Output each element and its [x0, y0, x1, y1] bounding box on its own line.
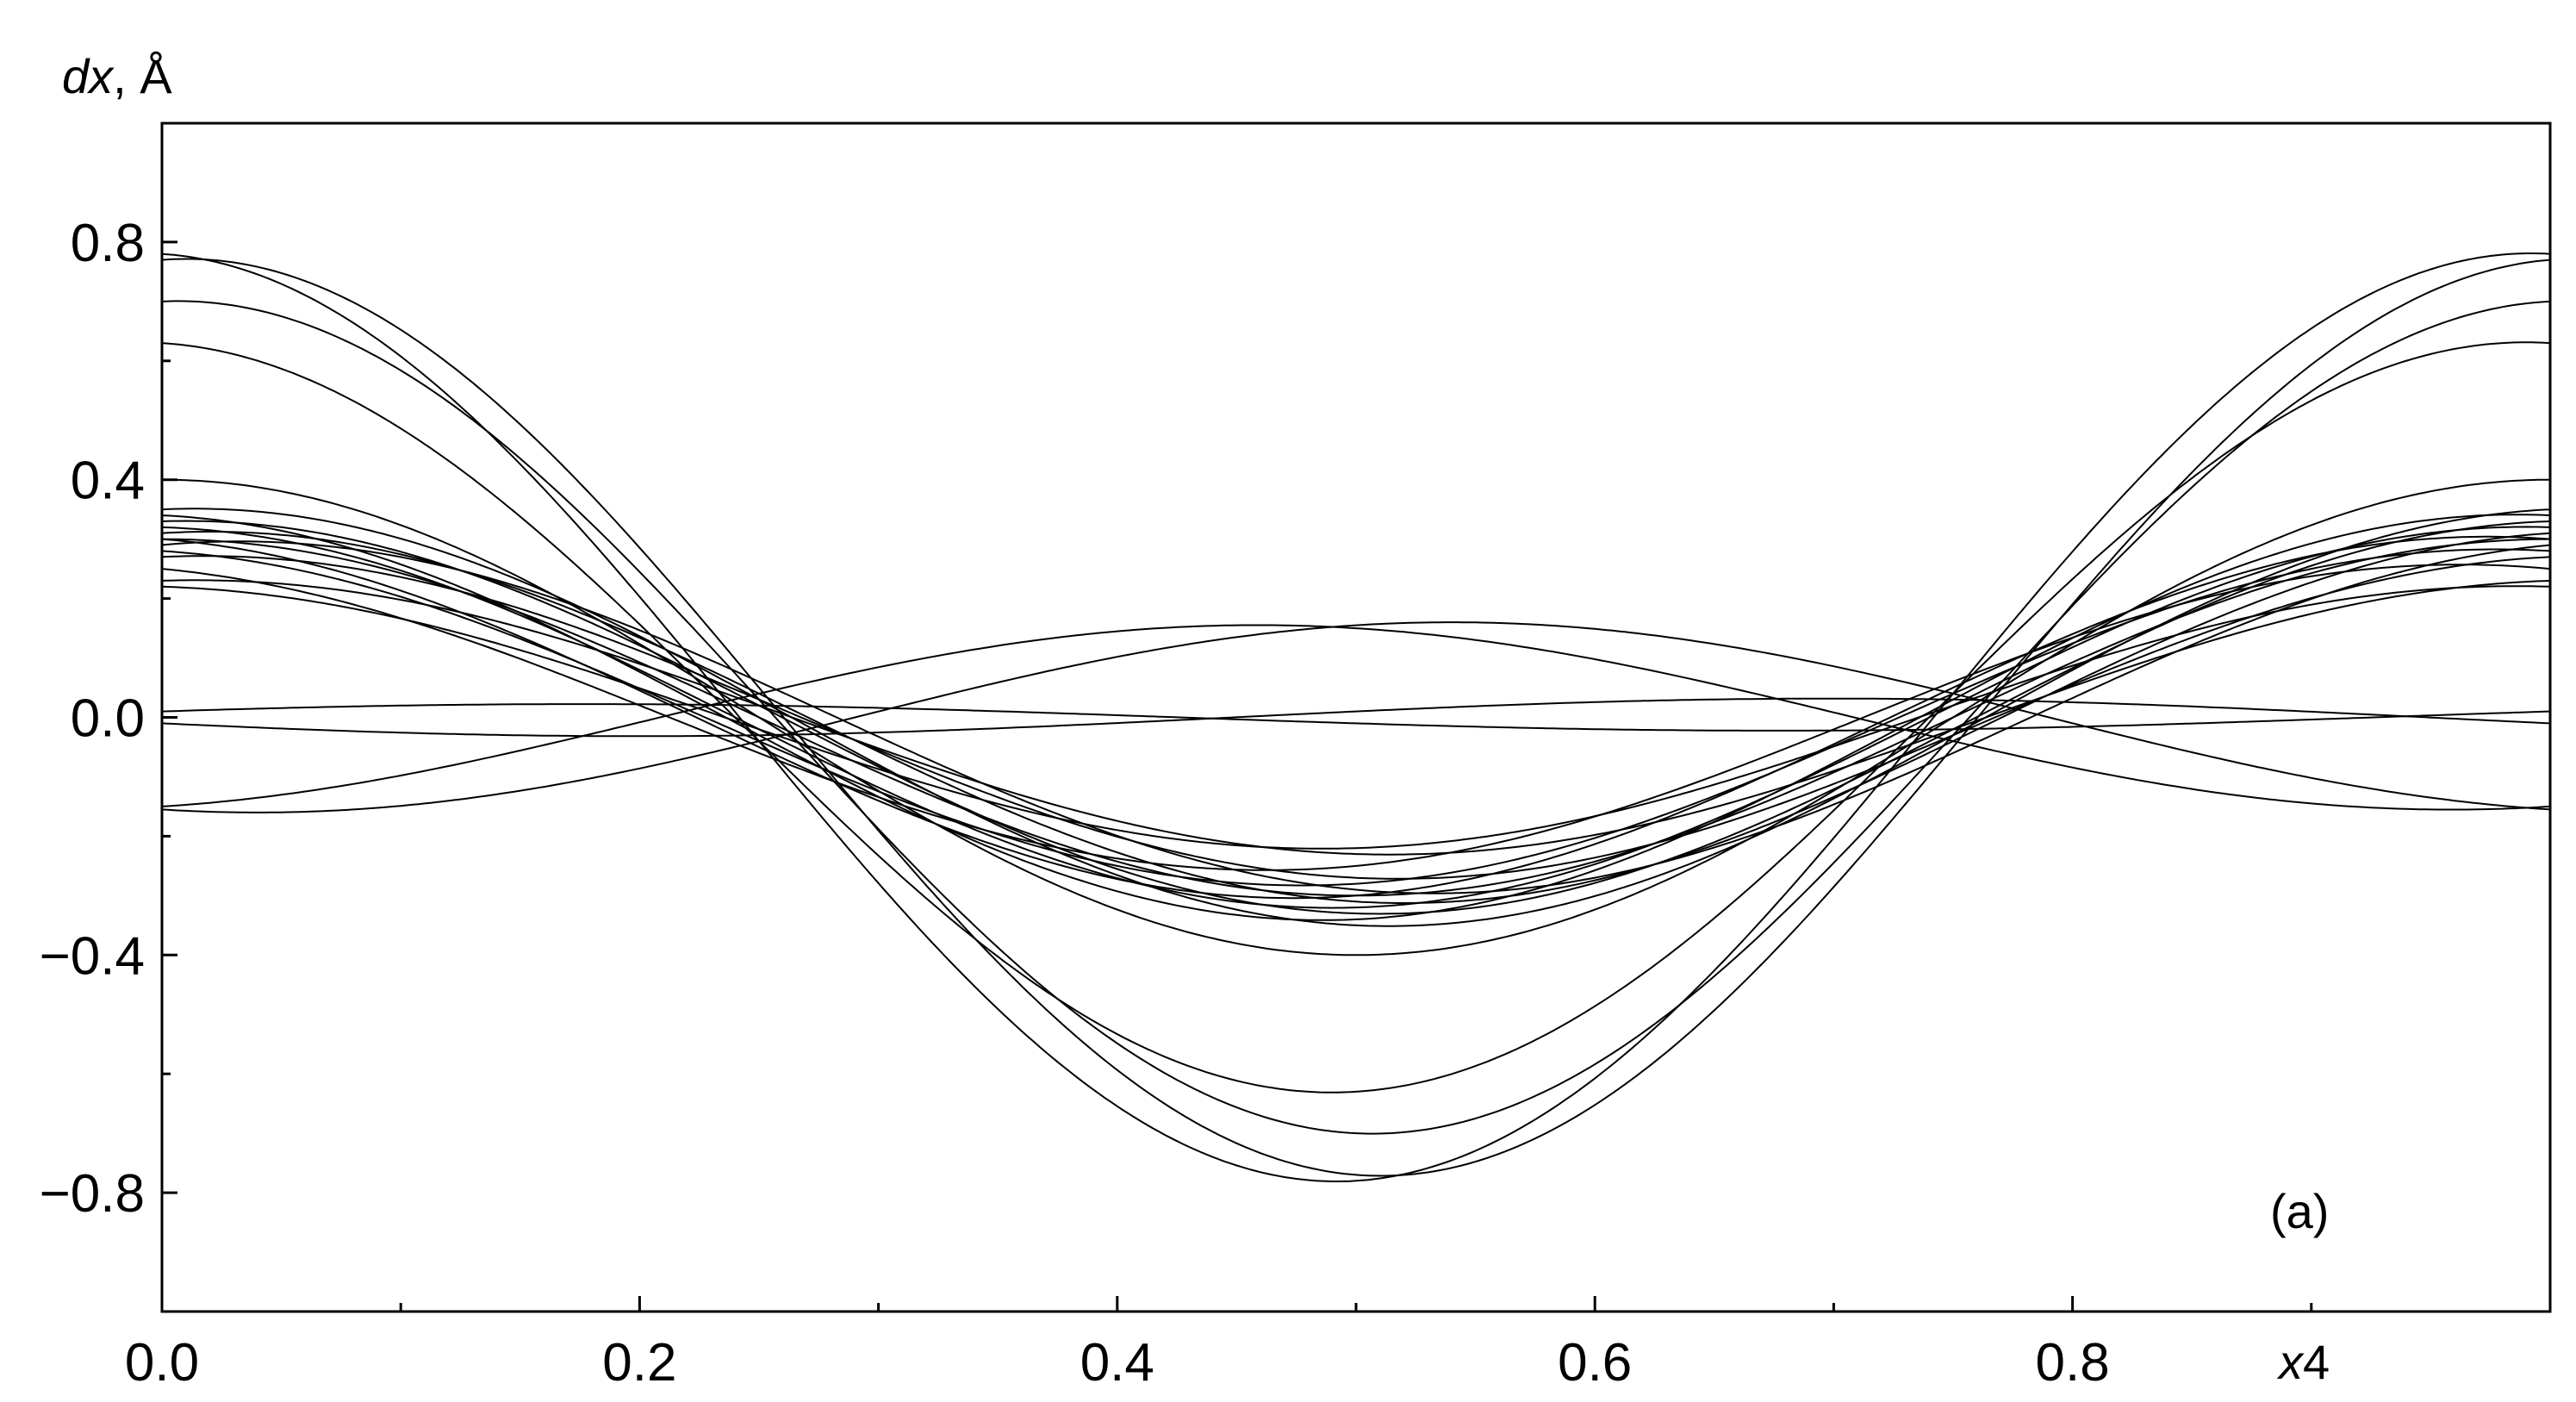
- series-line-11: [161, 535, 2551, 900]
- series-line-13: [161, 540, 2551, 894]
- x-tick-label-4: 0.6: [1558, 1333, 1632, 1393]
- series-line-18: [161, 585, 2551, 850]
- ticks-group: [160, 122, 2552, 1313]
- series-line-8: [161, 520, 2551, 915]
- series-line-4: [161, 341, 2551, 1094]
- tick-labels-group: 0.0 0.2 0.4 0.6 0.8 0.8 0.4 0.0 −0.4 −0.8: [40, 214, 2110, 1393]
- series-line-7: [161, 514, 2551, 921]
- series-line-16: [161, 564, 2551, 871]
- series-line-17: [161, 579, 2551, 856]
- x-tick-label-5: 0.8: [2035, 1333, 2109, 1393]
- x-axis-label-num: 4: [2303, 1335, 2330, 1389]
- series-line-10: [161, 531, 2551, 904]
- series-line-21: [161, 703, 2551, 732]
- series-line-14: [161, 548, 2551, 887]
- curves-group: [161, 252, 2551, 1182]
- y-axis-label-var: dx: [62, 49, 115, 103]
- series-line-2: [161, 258, 2551, 1177]
- series-line-6: [161, 508, 2551, 927]
- y-tick-label-2: 0.4: [71, 452, 145, 511]
- series-line-1: [161, 252, 2551, 1182]
- x-axis-label-var: x: [2276, 1335, 2305, 1389]
- y-axis-label: dx, Å: [62, 49, 172, 103]
- series-line-3: [161, 300, 2551, 1135]
- x-tick-label-1: 0.0: [125, 1333, 199, 1393]
- y-tick-label-4: −0.4: [40, 926, 145, 986]
- y-axis-label-unit: , Å: [113, 49, 172, 103]
- x-axis-label: x4: [2276, 1335, 2330, 1389]
- y-tick-label-5: −0.8: [40, 1164, 145, 1224]
- y-tick-label-1: 0.8: [71, 214, 145, 273]
- x-tick-label-3: 0.4: [1080, 1333, 1154, 1393]
- series-line-20: [161, 621, 2551, 813]
- panel-label: (a): [2270, 1184, 2329, 1238]
- series-line-15: [161, 555, 2551, 880]
- x-tick-label-2: 0.2: [602, 1333, 676, 1393]
- series-line-12: [161, 538, 2551, 897]
- series-line-19: [161, 624, 2551, 811]
- series-line-22: [161, 697, 2551, 738]
- y-tick-label-3: 0.0: [71, 689, 145, 749]
